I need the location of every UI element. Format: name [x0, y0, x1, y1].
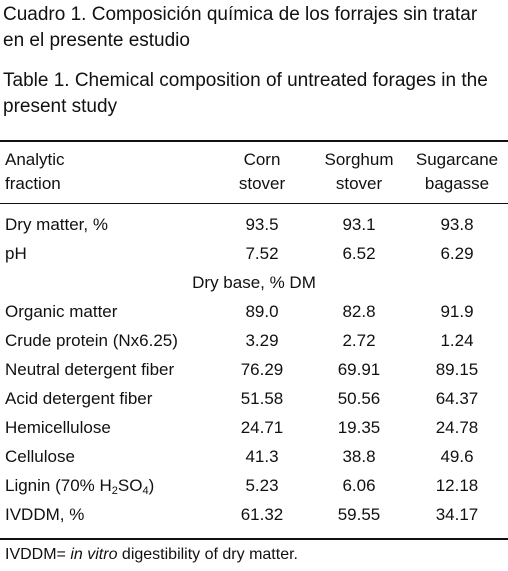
- table-row: Lignin (70% H2SO4) 5.23 6.06 12.18: [0, 471, 508, 500]
- header-sugarcane-line2: bagasse: [424, 174, 490, 193]
- row-label: Neutral detergent fiber: [5, 360, 175, 379]
- section-label: Dry base, % DM: [192, 273, 316, 292]
- table-row: Neutral detergent fiber 76.29 69.91 89.1…: [0, 355, 508, 384]
- cell-sorghum: 59.55: [337, 505, 381, 524]
- table-row: pH 7.52 6.52 6.29: [0, 239, 508, 268]
- cell-corn: 76.29: [240, 360, 284, 379]
- cell-sorghum: 82.8: [342, 302, 376, 321]
- cell-corn: 5.23: [245, 476, 279, 495]
- table-row: Hemicellulose 24.71 19.35 24.78: [0, 413, 508, 442]
- table-body: Dry matter, % 93.5 93.1 93.8 pH 7.52 6.5…: [0, 210, 508, 529]
- row-label-lignin: Lignin (70% H2SO4): [5, 476, 155, 497]
- cell-sugarcane: 12.18: [435, 476, 479, 495]
- table-row: Dry matter, % 93.5 93.1 93.8: [0, 210, 508, 239]
- cell-corn: 89.0: [245, 302, 279, 321]
- cell-sorghum: 50.56: [337, 389, 381, 408]
- header-sugarcane-line1: Sugarcane: [415, 150, 499, 169]
- row-label: Organic matter: [5, 302, 118, 321]
- row-label: Acid detergent fiber: [5, 389, 153, 408]
- cell-sorghum: 6.52: [342, 244, 376, 263]
- top-rule: [0, 140, 508, 142]
- row-label: Dry matter, %: [5, 215, 108, 234]
- cell-sorghum: 2.72: [342, 331, 376, 350]
- header-sorghum-line2: stover: [335, 174, 383, 193]
- caption-spanish: Cuadro 1. Composición química de los for…: [3, 4, 478, 51]
- header-corn-line1: Corn: [243, 150, 281, 169]
- cell-corn: 24.71: [240, 418, 284, 437]
- header-fraction-line1: Analytic: [5, 150, 65, 169]
- bottom-rule: [0, 538, 508, 540]
- cell-sugarcane: 91.9: [440, 302, 474, 321]
- cell-sugarcane: 49.6: [440, 447, 474, 466]
- table-row: IVDDM, % 61.32 59.55 34.17: [0, 500, 508, 529]
- footnote: IVDDM= in vitro digestibility of dry mat…: [5, 546, 298, 563]
- row-label: Crude protein (Nx6.25): [5, 331, 178, 350]
- cell-sugarcane: 89.15: [435, 360, 479, 379]
- cell-sorghum: 38.8: [342, 447, 376, 466]
- cell-sorghum: 6.06: [342, 476, 376, 495]
- cell-sorghum: 19.35: [337, 418, 381, 437]
- row-label: Hemicellulose: [5, 418, 111, 437]
- cell-corn: 93.5: [245, 215, 279, 234]
- row-label: IVDDM, %: [5, 505, 85, 524]
- cell-sugarcane: 1.24: [440, 331, 474, 350]
- cell-sorghum: 69.91: [337, 360, 381, 379]
- cell-corn: 3.29: [245, 331, 279, 350]
- table-row: Crude protein (Nx6.25) 3.29 2.72 1.24: [0, 326, 508, 355]
- header-sorghum-line1: Sorghum: [324, 150, 394, 169]
- cell-sugarcane: 34.17: [435, 505, 479, 524]
- table-row: Organic matter 89.0 82.8 91.9: [0, 297, 508, 326]
- table-row: Cellulose 41.3 38.8 49.6: [0, 442, 508, 471]
- table-header: Analytic Corn Sorghum Sugarcane fraction…: [0, 148, 508, 196]
- header-rule: [0, 203, 508, 204]
- table-row: Acid detergent fiber 51.58 50.56 64.37: [0, 384, 508, 413]
- cell-sugarcane: 6.29: [440, 244, 474, 263]
- header-fraction-line2: fraction: [5, 174, 61, 193]
- cell-corn: 61.32: [240, 505, 284, 524]
- cell-sugarcane: 64.37: [435, 389, 479, 408]
- cell-corn: 41.3: [245, 447, 279, 466]
- section-row: Dry base, % DM: [0, 268, 508, 297]
- header-corn-line2: stover: [238, 174, 286, 193]
- caption-english: Table 1. Chemical composition of untreat…: [3, 70, 488, 117]
- header-row-1: Analytic Corn Sorghum Sugarcane: [0, 148, 508, 172]
- row-label: pH: [5, 244, 27, 263]
- header-row-2: fraction stover stover bagasse: [0, 172, 508, 196]
- cell-corn: 51.58: [240, 389, 284, 408]
- cell-sugarcane: 93.8: [440, 215, 474, 234]
- cell-corn: 7.52: [245, 244, 279, 263]
- cell-sugarcane: 24.78: [435, 418, 479, 437]
- cell-sorghum: 93.1: [342, 215, 376, 234]
- row-label: Cellulose: [5, 447, 75, 466]
